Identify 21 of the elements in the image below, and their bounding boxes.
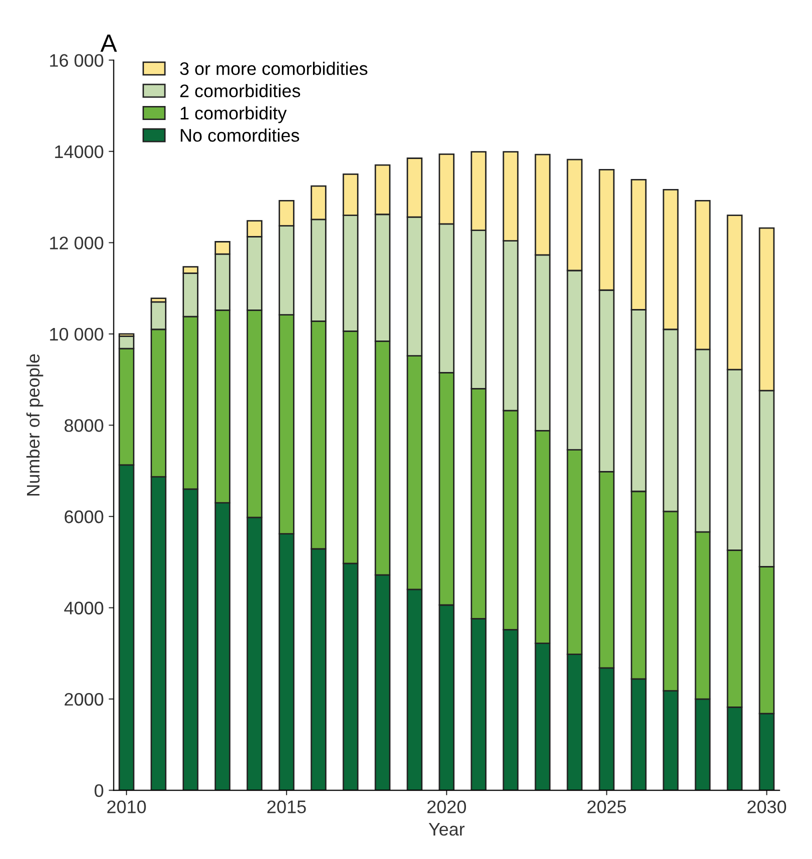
y-tick-label: 14000 <box>55 145 104 158</box>
x-axis-title: Year <box>428 823 465 836</box>
y-axis-title: Number of people <box>26 354 44 496</box>
y-tick-label: 0 <box>94 784 104 797</box>
x-tick-label: 2020 <box>427 800 466 814</box>
legend-label: 2 comorbidities <box>180 84 300 98</box>
y-tick-label: 16 000 <box>50 54 104 67</box>
y-tick-label: 2000 <box>64 692 104 706</box>
y-tick-label: 12 000 <box>50 236 104 250</box>
x-tick-label: 2015 <box>267 800 306 814</box>
y-tick-label: 4000 <box>64 602 104 614</box>
chart-title: A <box>100 34 117 52</box>
y-tick-label: 6000 <box>64 510 104 524</box>
y-tick-label: 10 000 <box>50 328 104 341</box>
x-tick-label: 2025 <box>587 800 626 814</box>
legend-label: 3 or more comorbidities <box>180 62 368 76</box>
y-tick-label: 8000 <box>64 419 104 432</box>
legend-label: 1 comorbidity <box>180 106 287 124</box>
x-tick-label: 2030 <box>748 800 786 814</box>
legend-label: No comordities <box>180 128 300 142</box>
x-tick-label: 2010 <box>107 800 146 814</box>
